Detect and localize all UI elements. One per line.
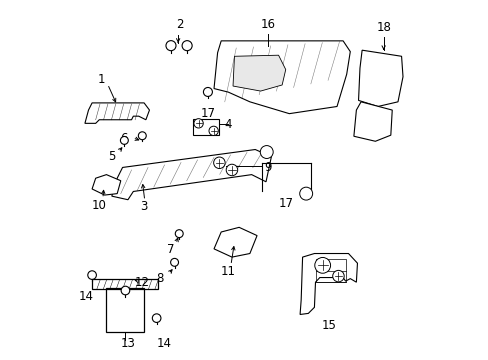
Circle shape — [120, 136, 128, 144]
Circle shape — [121, 286, 129, 295]
Circle shape — [165, 41, 176, 51]
Text: 1: 1 — [97, 73, 104, 86]
Text: 13: 13 — [120, 337, 135, 350]
Text: 16: 16 — [260, 18, 275, 31]
Polygon shape — [214, 227, 257, 257]
Bar — [192, 119, 219, 135]
Text: 9: 9 — [264, 161, 271, 174]
Circle shape — [314, 257, 330, 273]
Text: 18: 18 — [376, 21, 391, 34]
Circle shape — [170, 258, 178, 266]
Text: 3: 3 — [140, 201, 147, 213]
Text: 17: 17 — [201, 107, 216, 120]
Circle shape — [332, 270, 344, 282]
Text: 12: 12 — [135, 276, 149, 289]
Text: 10: 10 — [92, 199, 106, 212]
Circle shape — [226, 164, 237, 176]
Polygon shape — [233, 55, 285, 91]
Polygon shape — [85, 103, 149, 123]
Polygon shape — [214, 41, 349, 114]
Circle shape — [175, 230, 183, 238]
Circle shape — [152, 314, 161, 323]
Text: 14: 14 — [79, 290, 93, 303]
Bar — [92, 279, 158, 289]
Text: 5: 5 — [108, 150, 115, 163]
Text: 17: 17 — [278, 197, 293, 210]
Circle shape — [260, 145, 273, 158]
Text: 7: 7 — [167, 243, 174, 256]
Circle shape — [208, 126, 218, 135]
Text: 14: 14 — [156, 337, 171, 350]
Text: 15: 15 — [321, 319, 336, 332]
Polygon shape — [300, 253, 357, 315]
Bar — [315, 259, 345, 282]
Polygon shape — [112, 149, 271, 200]
Polygon shape — [358, 50, 402, 107]
Bar — [106, 288, 144, 332]
Circle shape — [88, 271, 96, 279]
Circle shape — [194, 119, 203, 128]
Text: 4: 4 — [224, 118, 232, 131]
Polygon shape — [92, 175, 121, 195]
Circle shape — [213, 157, 224, 168]
Polygon shape — [353, 102, 391, 141]
Text: 6: 6 — [121, 132, 128, 145]
Text: 2: 2 — [176, 18, 183, 31]
Circle shape — [182, 41, 192, 51]
Circle shape — [203, 87, 212, 96]
Text: 11: 11 — [221, 265, 235, 278]
Text: 8: 8 — [156, 272, 163, 285]
Circle shape — [299, 187, 312, 200]
Circle shape — [138, 132, 146, 140]
